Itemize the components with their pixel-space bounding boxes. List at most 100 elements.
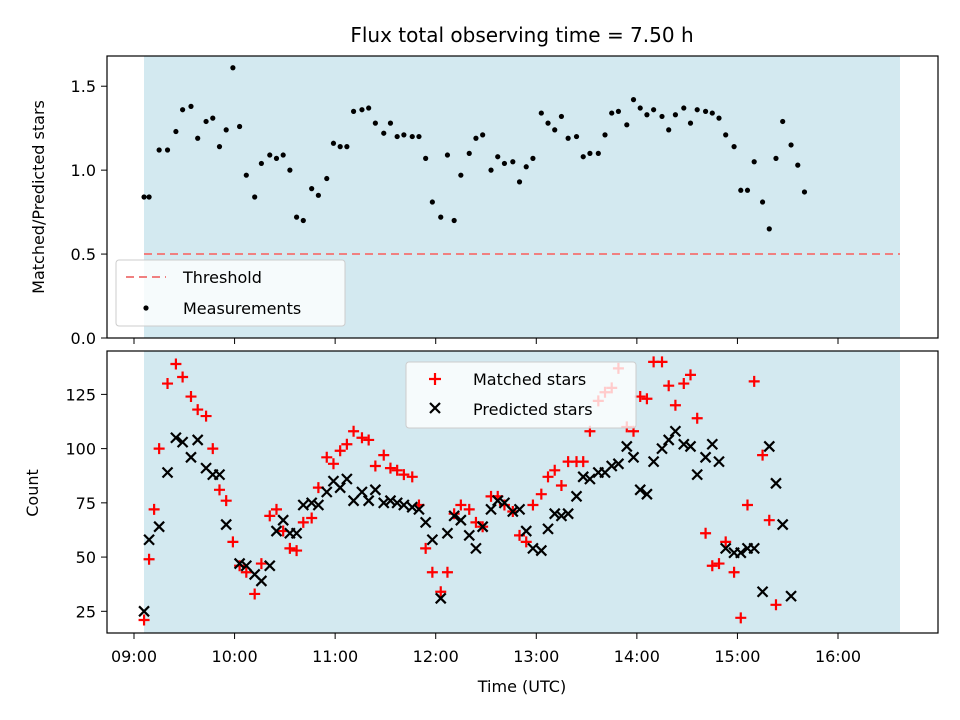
predicted-star-point [562,507,574,520]
predicted-star-point [699,451,712,464]
predicted-star-point [713,455,725,468]
measurement-point [243,172,249,178]
predicted-star-point [384,494,397,507]
measurement-point [595,150,601,156]
predicted-star-point [277,514,289,526]
matched-star-point [748,375,760,387]
matched-star-point [220,495,232,507]
legend-threshold-label: Threshold [182,268,262,287]
predicted-star-point [391,497,403,509]
predicted-star-point [220,518,232,531]
predicted-star-point [470,542,482,555]
matched-star-point [255,558,267,570]
measurement-point [387,120,394,126]
predicted-star-point [255,575,268,587]
measurement-point [293,214,300,220]
predicted-star-point [341,473,353,485]
measurement-point [337,144,343,150]
measurement-point [372,120,378,126]
predicted-star-points [138,425,797,618]
matched-star-point [143,553,155,565]
measurement-point [659,113,665,120]
measurement-point [230,65,236,71]
legend-matched-label: Matched stars [473,370,586,389]
matched-star-point [728,566,740,578]
x-tick-label: 09:00 [111,647,157,666]
measurement-point [141,194,147,200]
matched-star-point [426,566,438,578]
predicted-star-point [413,503,425,516]
matched-star-point [227,536,239,548]
predicted-star-point [356,486,368,498]
measurement-point [330,140,337,146]
predicted-star-point [441,527,454,539]
bottom-y-tick-label: 75 [76,494,96,513]
measurement-point [694,107,700,113]
predicted-star-point [491,494,504,507]
matched-star-point [455,499,467,511]
measurement-point [609,110,615,116]
matched-star-point [634,391,646,403]
measurement-point [545,120,551,126]
matched-star-point [398,469,410,481]
measurement-point [495,154,501,160]
bottom-panel: 25 50 75 100 125 09:00 10:00 11:00 12:00 13:00 14… [23,350,939,696]
predicted-star-point [476,520,489,533]
matched-star-point [555,479,567,491]
predicted-star-point [213,468,226,481]
bottom-plot-frame [106,350,939,634]
predicted-star-point [719,542,732,555]
predicted-star-point [542,523,554,535]
matched-star-point [549,464,561,476]
measurement-point [173,128,179,135]
bottom-legend: Matched stars Predicted stars [405,361,637,429]
top-panel: 0.0 0.5 1.0 1.5 Matched/Predicted stars Thr… [29,55,939,348]
measurement-point [401,132,407,138]
predicted-star-point [406,501,419,513]
measurement-point [530,155,536,161]
measurement-point [350,108,357,114]
measurement-point [480,132,486,138]
matched-star-point [264,510,276,522]
measurement-point [624,122,630,128]
matched-star-point [391,464,403,476]
measurement-point [258,160,264,167]
matched-star-point [363,434,375,446]
matched-star-point [406,471,418,483]
predicted-star-point [143,533,155,546]
measurement-point [751,159,757,165]
predicted-star-point [656,442,668,455]
matched-star-point [177,371,189,383]
measurement-point [788,142,794,148]
predicted-star-point [233,557,246,570]
measurement-point [188,103,194,109]
bottom-y-tick-label: 50 [76,548,96,567]
measurement-point [315,192,321,198]
predicted-star-point [419,516,432,529]
predicted-star-point [627,451,640,464]
measurement-point [580,154,586,160]
bottom-y-tick-label: 25 [76,602,96,621]
predicted-star-point [555,510,568,522]
matched-star-point [735,612,747,624]
predicted-star-point [756,586,769,598]
predicted-star-point [297,499,310,511]
measurement-point [444,152,451,158]
matched-star-point [678,378,690,390]
measurement-point [644,112,650,118]
measurement-points [141,65,808,232]
matched-star-point [706,560,718,572]
measurement-point [731,144,737,150]
predicted-star-point [605,460,618,472]
predicted-star-point [334,481,346,494]
measurement-point [195,135,201,141]
predicted-star-point [191,434,204,446]
bottom-y-axis-label: Count [23,469,42,517]
measurement-point [203,118,209,125]
predicted-star-point [770,477,782,490]
predicted-star-point [434,592,447,605]
x-tick-label: 12:00 [413,647,459,666]
top-x-ticks [133,338,839,344]
measurement-point [280,152,286,158]
predicted-star-point [170,431,182,444]
